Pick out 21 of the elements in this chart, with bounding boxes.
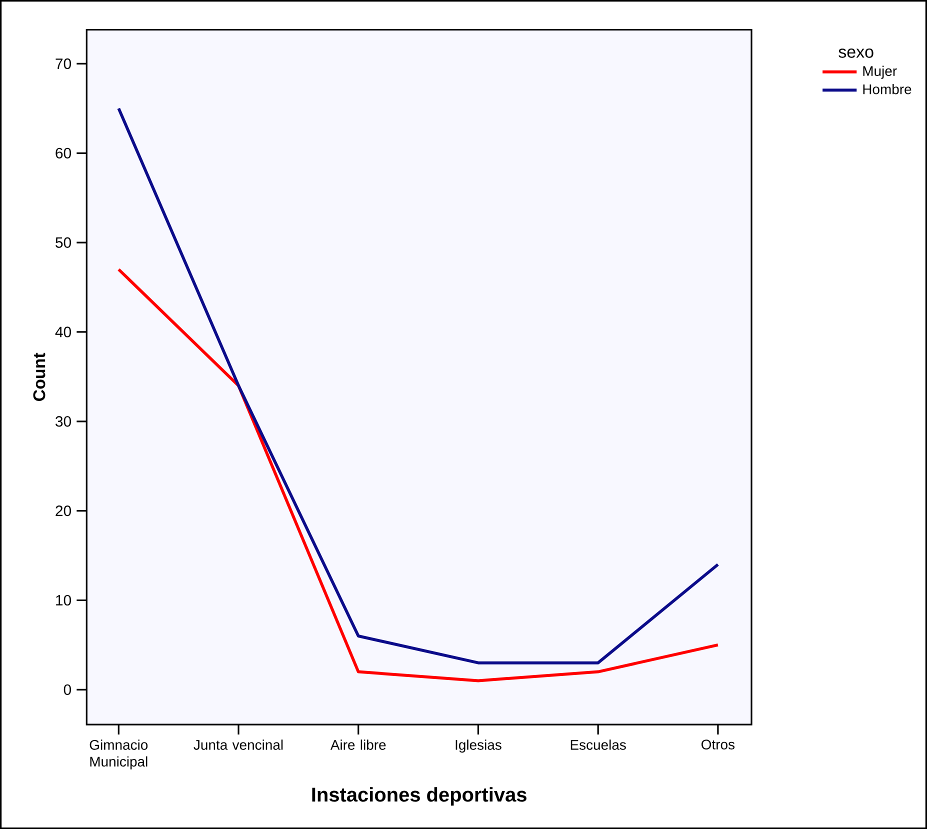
legend-title: sexo	[838, 48, 874, 58]
y-axis-title: Count	[33, 352, 46, 401]
x-tick-label: Otros	[702, 740, 735, 750]
legend-label: Mujer	[863, 66, 897, 79]
y-tick-label: 0	[64, 684, 72, 695]
y-tick-label: 20	[56, 505, 72, 516]
y-tick-label: 30	[56, 416, 72, 427]
x-tick-label: Junta vencinal	[194, 740, 283, 750]
y-tick-label: 10	[56, 594, 72, 606]
line-series	[117, 106, 720, 664]
x-axis-title: Instaciones deportivas	[312, 787, 526, 806]
x-tick-label: Gimnacio Municipal	[90, 740, 148, 770]
y-tick-label: 60	[56, 148, 72, 158]
line-series	[117, 268, 720, 682]
x-tick-label: Escuelas	[570, 740, 626, 750]
y-tick-label: 50	[56, 237, 72, 248]
y-tick-label: 70	[56, 58, 72, 69]
x-tick-label: Iglesias	[456, 740, 502, 753]
y-tick-label: 40	[55, 326, 72, 338]
legend-label: Hombre	[863, 84, 912, 94]
x-tick-label: Aire libre	[330, 740, 386, 750]
